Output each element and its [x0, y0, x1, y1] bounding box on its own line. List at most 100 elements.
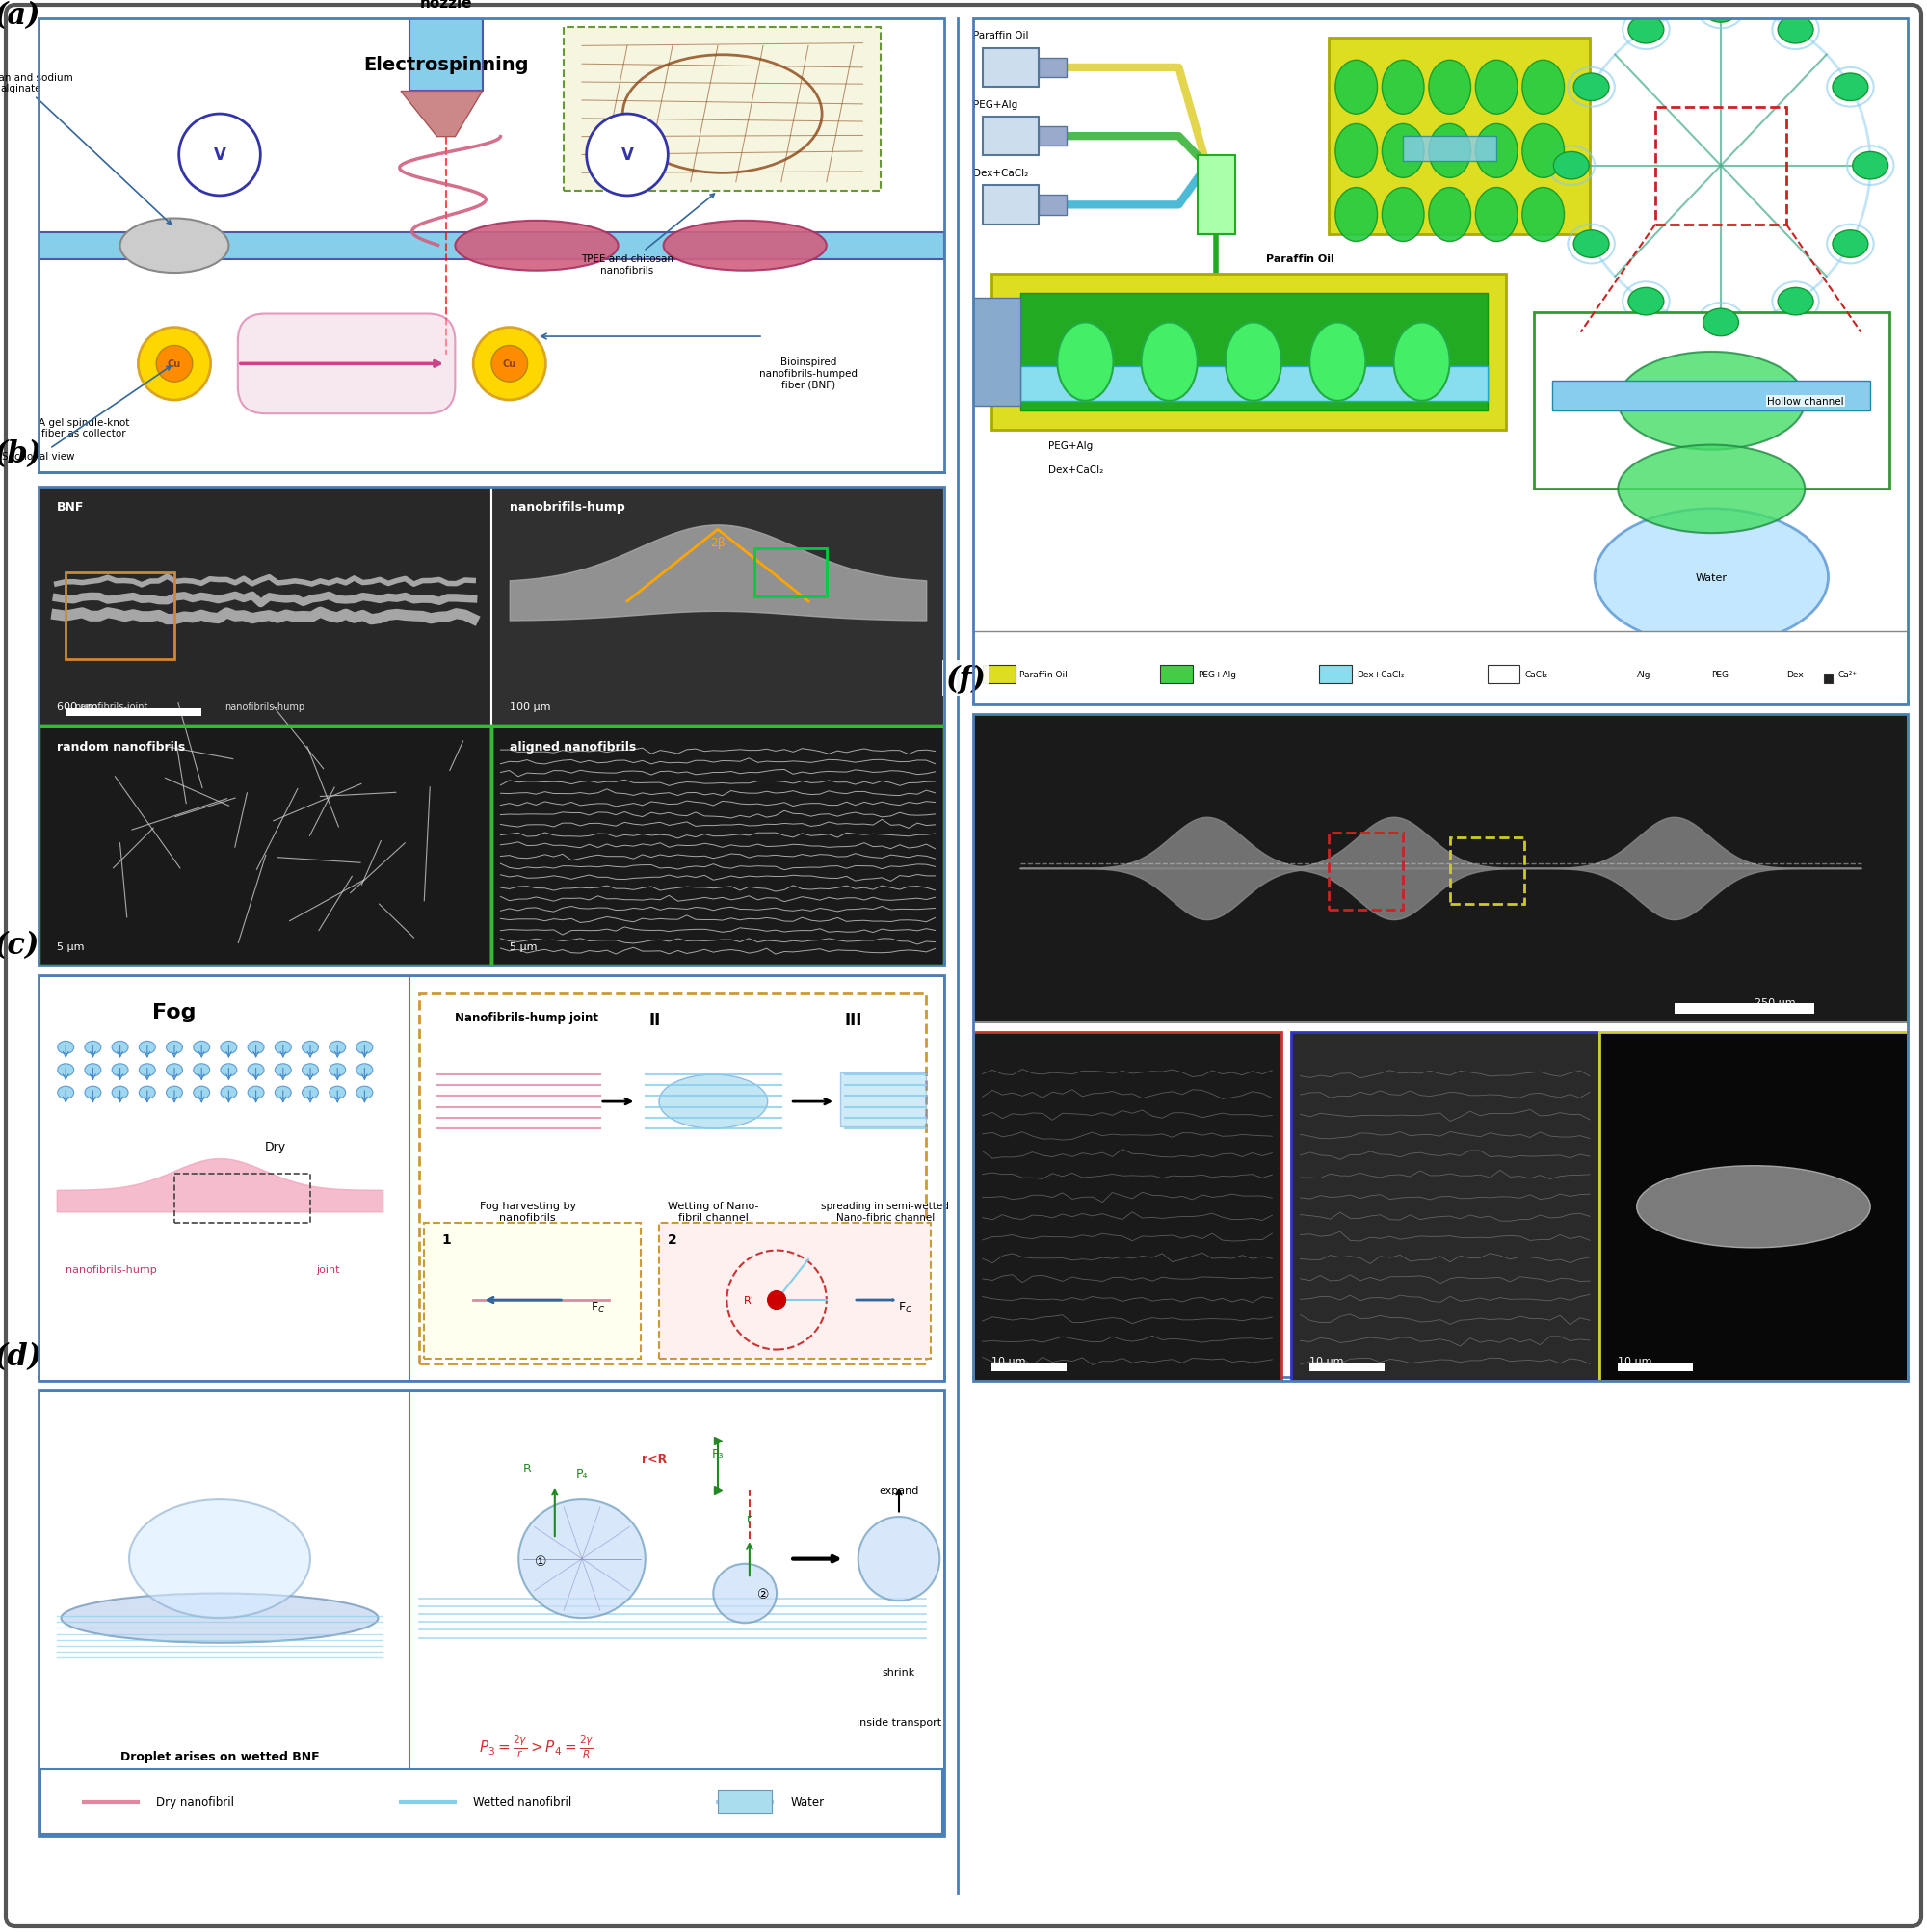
Ellipse shape: [1382, 62, 1424, 114]
Text: shrink: shrink: [883, 1667, 915, 1677]
FancyBboxPatch shape: [6, 6, 1921, 1926]
Text: Water: Water: [790, 1795, 825, 1808]
Bar: [717, 1789, 773, 1814]
Ellipse shape: [249, 1041, 264, 1055]
Text: (f): (f): [944, 663, 985, 694]
Text: Ca²⁺: Ca²⁺: [1838, 670, 1858, 680]
Bar: [491, 487, 944, 726]
Ellipse shape: [1779, 288, 1813, 315]
Circle shape: [767, 1291, 786, 1310]
Ellipse shape: [166, 1065, 183, 1076]
Ellipse shape: [193, 1041, 210, 1055]
Ellipse shape: [1852, 153, 1888, 180]
Text: 2: 2: [669, 1233, 678, 1246]
Bar: [491, 726, 944, 966]
Ellipse shape: [1393, 323, 1449, 402]
Bar: [1488, 667, 1520, 684]
Ellipse shape: [112, 1086, 129, 1099]
Circle shape: [139, 328, 210, 400]
Ellipse shape: [356, 1041, 372, 1055]
Ellipse shape: [1522, 62, 1565, 114]
Bar: [1039, 58, 1068, 77]
Text: spreading in semi-wetted
Nano-fibric channel: spreading in semi-wetted Nano-fibric cha…: [821, 1202, 950, 1221]
Circle shape: [586, 114, 669, 197]
Bar: [66, 574, 173, 659]
Text: 100 μm: 100 μm: [509, 703, 551, 713]
Ellipse shape: [58, 1065, 73, 1076]
Text: ①: ①: [536, 1553, 547, 1567]
Ellipse shape: [1628, 17, 1663, 44]
Circle shape: [491, 346, 528, 383]
Text: P₃: P₃: [711, 1447, 725, 1461]
Ellipse shape: [139, 1065, 156, 1076]
Text: nanofibrils-joint: nanofibrils-joint: [75, 703, 148, 713]
Text: Wetting of Nano-
fibril channel: Wetting of Nano- fibril channel: [669, 1202, 759, 1221]
Polygon shape: [401, 93, 482, 137]
Text: 250 μm: 250 μm: [1754, 997, 1796, 1007]
FancyBboxPatch shape: [237, 315, 455, 413]
Ellipse shape: [139, 1041, 156, 1055]
Text: Bioinspired
nanofibrils-humped
fiber (BNF): Bioinspired nanofibrils-humped fiber (BN…: [759, 357, 858, 390]
Text: (b): (b): [0, 439, 42, 469]
Text: Wetted nanofibril: Wetted nanofibril: [474, 1795, 572, 1808]
Ellipse shape: [85, 1065, 100, 1076]
Text: Paraffin Oil: Paraffin Oil: [1019, 670, 1068, 680]
Bar: [1449, 838, 1524, 904]
Text: TPEE and chitosan
nanofibrils: TPEE and chitosan nanofibrils: [582, 195, 715, 276]
Text: $P_3 = \frac{2\gamma}{r} > P_4 = \frac{2\gamma}{R}$: $P_3 = \frac{2\gamma}{r} > P_4 = \frac{2…: [480, 1733, 594, 1760]
Ellipse shape: [1619, 446, 1806, 533]
Bar: [1318, 667, 1351, 684]
Bar: [1019, 294, 1488, 412]
Text: Water: Water: [1696, 574, 1727, 583]
Text: Dex+CaCl₂: Dex+CaCl₂: [973, 168, 1029, 178]
Text: PEG+Alg: PEG+Alg: [1197, 670, 1235, 680]
Ellipse shape: [330, 1065, 345, 1076]
Ellipse shape: [1476, 187, 1518, 242]
Ellipse shape: [1636, 1167, 1871, 1248]
Bar: [1655, 108, 1786, 224]
Ellipse shape: [1522, 126, 1565, 178]
Bar: [1039, 195, 1068, 214]
Ellipse shape: [139, 1086, 156, 1099]
Bar: [992, 1362, 1068, 1372]
Text: BNF: BNF: [56, 500, 85, 514]
Text: F$_C$: F$_C$: [592, 1300, 605, 1314]
Text: Fog: Fog: [152, 1003, 197, 1022]
Text: 600 μm: 600 μm: [56, 703, 98, 713]
Ellipse shape: [1703, 0, 1738, 23]
Ellipse shape: [1428, 187, 1470, 242]
Ellipse shape: [1522, 187, 1565, 242]
Ellipse shape: [1574, 73, 1609, 102]
Bar: [753, 549, 827, 597]
Bar: [1599, 1034, 1908, 1381]
Ellipse shape: [1310, 323, 1366, 402]
Bar: [1291, 1034, 1599, 1381]
Text: Dex+CaCl₂: Dex+CaCl₂: [1048, 466, 1102, 475]
Text: (a): (a): [0, 2, 40, 31]
Text: 5 μm: 5 μm: [56, 943, 85, 952]
Text: Droplet arises on wetted BNF: Droplet arises on wetted BNF: [119, 1750, 320, 1762]
Ellipse shape: [1833, 73, 1867, 102]
Bar: [424, 1223, 642, 1358]
Text: V: V: [214, 147, 225, 164]
Bar: [39, 726, 491, 966]
Ellipse shape: [713, 1563, 777, 1623]
Text: Cu: Cu: [168, 359, 181, 369]
Text: 10 μm: 10 μm: [1310, 1356, 1343, 1366]
Bar: [1019, 367, 1488, 402]
Text: PEG+Alg: PEG+Alg: [1048, 440, 1093, 450]
Text: R': R': [744, 1296, 753, 1304]
Ellipse shape: [58, 1041, 73, 1055]
Ellipse shape: [1833, 232, 1867, 259]
Bar: [1553, 383, 1871, 412]
Ellipse shape: [1574, 232, 1609, 259]
Bar: [1675, 1005, 1815, 1014]
Ellipse shape: [1476, 126, 1518, 178]
Ellipse shape: [129, 1499, 310, 1619]
Ellipse shape: [249, 1086, 264, 1099]
Ellipse shape: [303, 1065, 318, 1076]
Text: Fog harvesting by
nanofibrils: Fog harvesting by nanofibrils: [480, 1202, 576, 1221]
Text: PEG: PEG: [1711, 670, 1729, 680]
Ellipse shape: [249, 1065, 264, 1076]
Bar: [840, 1072, 927, 1126]
